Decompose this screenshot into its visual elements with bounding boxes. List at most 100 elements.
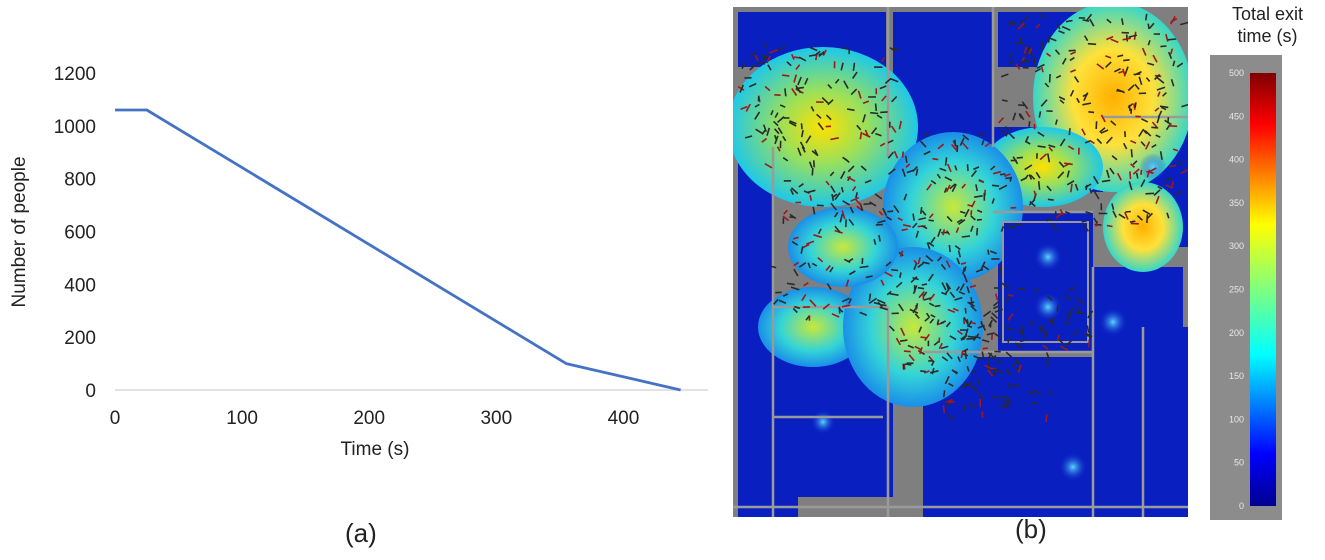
occupant-marker (1082, 102, 1092, 106)
occupant-marker (903, 350, 911, 353)
occupant-marker (1058, 338, 1064, 344)
occupant-marker (1061, 57, 1067, 65)
occupant-marker (1167, 117, 1170, 124)
occupant-marker (976, 218, 982, 221)
occupant-marker (917, 262, 925, 268)
occupant-marker (841, 304, 851, 308)
occupant-marker (937, 256, 943, 262)
occupant-marker (979, 392, 985, 400)
occupant-marker (963, 273, 968, 283)
occupant-marker (976, 227, 979, 236)
occupant-marker (873, 301, 880, 305)
occupant-marker (831, 313, 840, 318)
occupant-marker (1145, 13, 1148, 21)
occupant-marker (920, 336, 928, 339)
occupant-marker (950, 143, 958, 151)
occupant-marker (1130, 149, 1133, 158)
occupant-marker (842, 156, 848, 162)
exit-spot (1139, 153, 1167, 181)
occupant-marker (996, 358, 1003, 366)
occupant-marker (1058, 161, 1065, 168)
occupant-marker (932, 157, 939, 161)
occupant-marker (968, 381, 975, 389)
occupant-marker (915, 230, 920, 238)
occupant-marker (884, 77, 892, 84)
occupant-marker (834, 78, 840, 84)
occupant-marker (889, 292, 899, 296)
occupant-marker (917, 257, 921, 265)
occupant-marker (1044, 359, 1050, 367)
occupant-marker (947, 401, 955, 404)
occupant-marker (1000, 225, 1005, 232)
colorbar-ticks: 0 50 100 150 200 250 300 350 400 450 500 (1229, 68, 1244, 511)
occupant-marker (1008, 132, 1015, 140)
occupant-marker (1034, 287, 1039, 293)
occupant-marker (1008, 60, 1014, 65)
occupant-marker (974, 195, 983, 198)
colorbar-tick-label: 500 (1229, 68, 1244, 78)
colorbar-tick-label: 50 (1234, 458, 1244, 468)
occupant-marker (882, 207, 888, 217)
walls (733, 7, 1188, 517)
occupant-marker (774, 128, 780, 135)
occupant-marker (1138, 129, 1144, 137)
occupant-markers (737, 13, 1188, 423)
occupant-marker (1006, 402, 1012, 407)
occupant-marker (773, 134, 778, 141)
occupant-marker (1106, 35, 1114, 41)
occupant-marker (984, 364, 992, 370)
occupant-marker (838, 307, 844, 313)
occupant-marker (1048, 146, 1054, 152)
occupant-marker (870, 111, 879, 115)
occupant-marker (975, 184, 978, 192)
occupant-marker (895, 337, 901, 346)
occupant-marker (970, 225, 974, 232)
occupant-marker (976, 131, 985, 138)
occupant-marker (1021, 56, 1026, 63)
occupant-marker (966, 337, 975, 340)
occupant-marker (921, 210, 927, 216)
occupant-marker (1105, 55, 1112, 59)
occupant-marker (762, 54, 769, 62)
occupant-marker (938, 337, 941, 343)
occupant-marker (990, 316, 998, 323)
occupant-marker (908, 354, 915, 362)
occupant-marker (845, 279, 850, 287)
occupant-marker (1132, 168, 1140, 175)
occupant-marker (893, 205, 900, 214)
occupant-marker (992, 395, 1000, 399)
occupant-marker (1016, 156, 1023, 159)
occupant-marker (798, 262, 807, 268)
occupant-marker (1039, 153, 1048, 161)
colorbar-title-line1: Total exit (1231, 4, 1304, 24)
occupant-marker (863, 202, 873, 206)
occupant-marker (952, 307, 959, 312)
occupant-marker (970, 321, 977, 325)
occupant-marker (739, 84, 745, 93)
occupant-marker (1064, 294, 1071, 301)
occupant-marker (964, 208, 970, 218)
occupant-marker (1037, 181, 1041, 190)
occupant-marker (1067, 145, 1075, 151)
occupant-marker (1070, 51, 1077, 56)
occupant-marker (793, 261, 800, 267)
occupant-marker (862, 132, 871, 138)
occupant-marker (1116, 88, 1126, 94)
occupant-marker (1084, 140, 1091, 144)
occupant-marker (745, 103, 751, 112)
occupant-marker (1181, 103, 1188, 108)
occupant-marker (795, 86, 805, 90)
crowd-region (788, 207, 898, 287)
occupant-marker (1056, 334, 1060, 341)
occupant-marker (1005, 296, 1011, 303)
occupant-marker (798, 183, 804, 188)
occupant-marker (981, 351, 985, 359)
occupant-marker (942, 405, 946, 413)
occupant-marker (969, 284, 977, 288)
occupant-marker (1028, 174, 1033, 180)
occupant-marker (1045, 414, 1048, 423)
occupant-marker (789, 120, 797, 125)
occupant-marker (998, 117, 1005, 124)
occupant-marker (973, 355, 983, 361)
occupant-marker (766, 127, 771, 136)
